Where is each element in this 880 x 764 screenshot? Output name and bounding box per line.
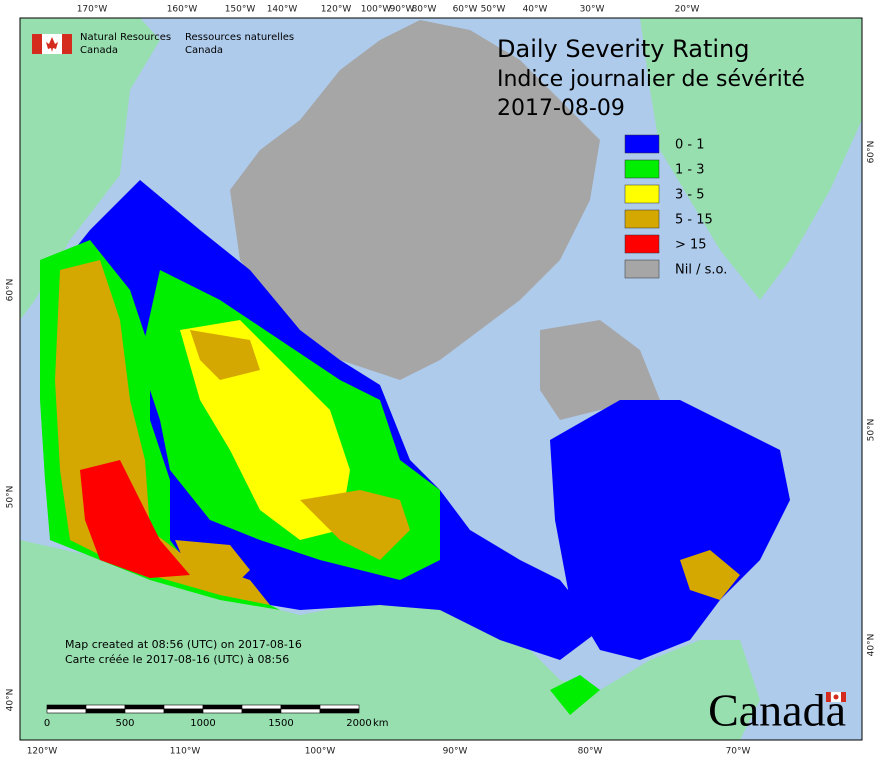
zone-5-15 — [300, 490, 410, 560]
scale-segment — [85, 708, 126, 714]
alaska — [20, 18, 160, 320]
legend-label: 1 - 3 — [675, 163, 705, 178]
graticule-label: 40°N — [867, 634, 877, 657]
graticule-label: 140°W — [267, 5, 298, 15]
map-border — [19, 17, 863, 741]
agency-fr: Ressources naturelles — [185, 32, 294, 43]
graticule-label: 60°N — [867, 141, 877, 164]
graticule-label: 120°W — [321, 5, 352, 15]
scale-segment — [163, 708, 204, 714]
arctic-nil — [230, 20, 600, 380]
note: Map created at 08:56 (UTC) on 2017-08-16 — [65, 638, 302, 651]
graticule-label: 90°W — [443, 747, 468, 757]
scale-segment — [46, 708, 87, 714]
flag — [32, 34, 72, 54]
legend-swatch — [624, 159, 660, 179]
graticule-label: 60°N — [6, 279, 16, 302]
graticule-label: 40°W — [523, 5, 548, 15]
legend-swatch — [624, 184, 660, 204]
scale-segment — [280, 708, 321, 714]
title: Daily Severity Rating — [497, 35, 749, 63]
graticule-label: 160°W — [167, 5, 198, 15]
graticule-label: 100°W — [305, 747, 336, 757]
legend-label: Nil / s.o. — [675, 263, 727, 278]
legend-label: 0 - 1 — [675, 138, 705, 153]
legend-label: > 15 — [675, 238, 707, 253]
legend-swatch — [624, 234, 660, 254]
graticule-label: 60°W — [453, 5, 478, 15]
scale-segment — [319, 708, 360, 714]
greenland — [640, 18, 862, 300]
wordmark: Canada — [708, 685, 846, 736]
graticule-label: 50°N — [867, 419, 877, 442]
agency-en: Canada — [80, 45, 118, 56]
graticule-label: 170°W — [77, 5, 108, 15]
legend-swatch — [624, 134, 660, 154]
scale-segment — [202, 704, 243, 710]
date: 2017-08-09 — [497, 96, 625, 121]
agency-en: Natural Resources — [80, 32, 171, 43]
scale-segment — [85, 704, 126, 710]
zone-5-15 — [680, 550, 740, 600]
graticule-label: 20°W — [675, 5, 700, 15]
scale-label: 0 — [44, 718, 50, 729]
scale-label: 1500 — [268, 718, 293, 729]
graticule-label: 50°W — [481, 5, 506, 15]
graticule-label: 30°W — [580, 5, 605, 15]
agency-fr: Canada — [185, 45, 223, 56]
legend-label: 5 - 15 — [675, 213, 713, 228]
graticule-label: 70°W — [726, 747, 751, 757]
zone-5-15 — [190, 330, 260, 380]
wordmark-flag — [826, 691, 846, 703]
graticule-label: 110°W — [170, 747, 201, 757]
scale-segment — [202, 708, 243, 714]
graticule-label: 150°W — [225, 5, 256, 15]
scale-segment — [319, 704, 360, 710]
legend-swatch — [624, 259, 660, 279]
graticule-label: 80°W — [412, 5, 437, 15]
graticule-label: 100°W — [361, 5, 392, 15]
scale-segment — [46, 704, 87, 710]
arctic-nil — [540, 320, 660, 420]
scale-segment — [124, 704, 165, 710]
zone-0-1 — [550, 400, 790, 660]
scale-label: 500 — [115, 718, 134, 729]
zone-gt-15 — [80, 460, 190, 578]
scale-unit: km — [373, 718, 389, 729]
zone-1-3 — [550, 675, 600, 715]
graticule-label: 120°W — [27, 747, 58, 757]
graticule-label: 40°N — [6, 689, 16, 712]
note: Carte créée le 2017-08-16 (UTC) à 08:56 — [65, 653, 289, 666]
scale-segment — [241, 704, 282, 710]
scale-label: 1000 — [190, 718, 215, 729]
scale-label: 2000 — [346, 718, 371, 729]
scale-segment — [124, 708, 165, 714]
title-fr: Indice journalier de sévérité — [497, 67, 805, 92]
map-body — [20, 18, 862, 740]
graticule-label: 50°N — [6, 486, 16, 509]
scale-segment — [163, 704, 204, 710]
scale-segment — [241, 708, 282, 714]
legend-label: 3 - 5 — [675, 188, 705, 203]
legend-swatch — [624, 209, 660, 229]
zone-5-15 — [175, 540, 250, 590]
scale-segment — [280, 704, 321, 710]
graticule-label: 90°W — [390, 5, 415, 15]
graticule-label: 80°W — [578, 747, 603, 757]
